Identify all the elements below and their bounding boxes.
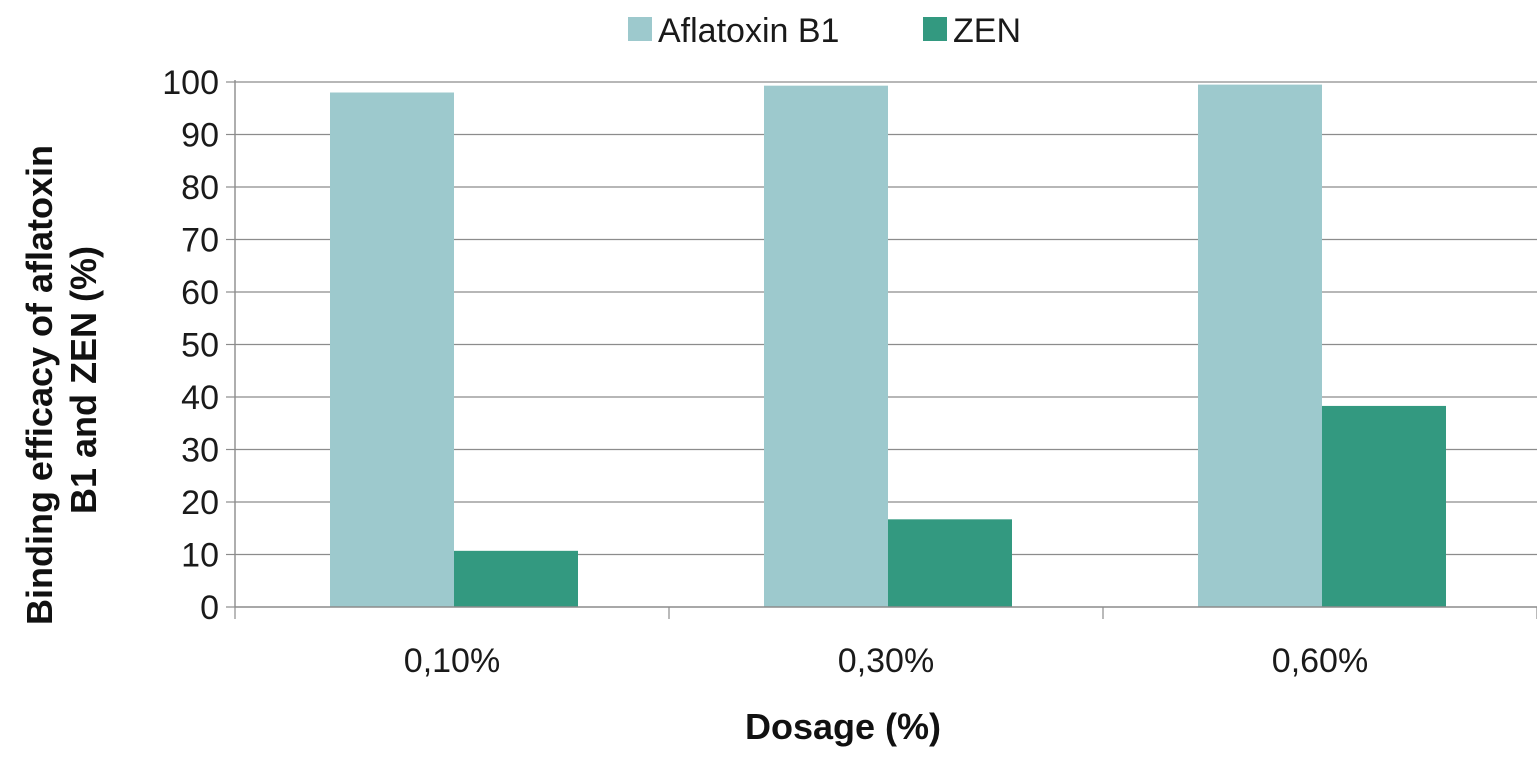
y-tick-label-40: 40 (181, 379, 219, 417)
x-tick-label-2: 0,30% (838, 642, 934, 680)
y-tick-label-10: 10 (181, 537, 219, 575)
bar-aflatoxin-b1-2 (764, 85, 888, 608)
y-axis-title-line-2: B1 and ZEN (%) (63, 246, 104, 514)
bar-zen-2 (888, 519, 1012, 607)
x-tick-label-1: 0,10% (404, 642, 500, 680)
legend-label-aflatoxin-b1: Aflatoxin B1 (658, 12, 839, 50)
y-axis-title-line-1: Binding efficacy of aflatoxin (19, 145, 60, 625)
x-tick-labels: 0,10% 0,30% 0,60% (404, 642, 1368, 680)
y-tick-label-0: 0 (200, 589, 219, 627)
y-tick-label-30: 30 (181, 432, 219, 470)
x-tick-label-3: 0,60% (1272, 642, 1368, 680)
y-tick-labels: 0 10 20 30 40 50 60 70 80 90 100 (162, 64, 219, 627)
y-axis-title: Binding efficacy of aflatoxin B1 and ZEN… (19, 135, 104, 625)
bar-zen-1 (454, 550, 578, 607)
y-tick-label-80: 80 (181, 169, 219, 207)
bar-aflatoxin-b1-3 (1198, 84, 1322, 607)
bars (330, 84, 1446, 608)
x-axis-title: Dosage (%) (745, 706, 941, 747)
legend-label-zen: ZEN (953, 12, 1021, 50)
bar-zen-3 (1322, 405, 1446, 607)
y-tick-label-50: 50 (181, 327, 219, 365)
y-tick-label-100: 100 (162, 64, 219, 102)
legend: Aflatoxin B1 ZEN (628, 12, 1021, 50)
bar-aflatoxin-b1-1 (330, 92, 454, 607)
y-tick-label-20: 20 (181, 484, 219, 522)
y-tick-label-90: 90 (181, 117, 219, 155)
y-tick-label-60: 60 (181, 274, 219, 312)
axes (234, 80, 1537, 619)
legend-swatch-aflatoxin-b1 (628, 17, 652, 41)
y-tick-label-70: 70 (181, 222, 219, 260)
legend-swatch-zen (923, 17, 947, 41)
